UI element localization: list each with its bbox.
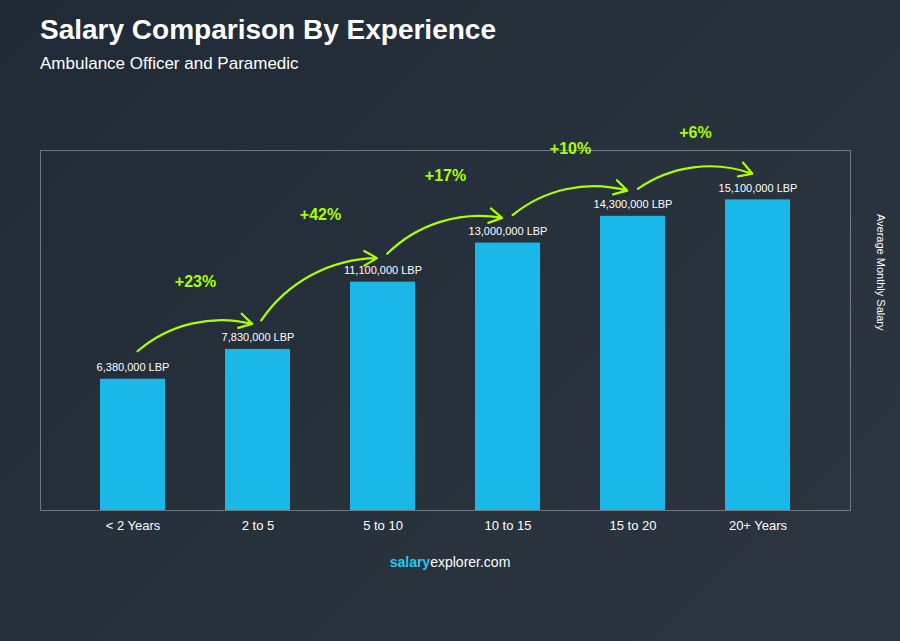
svg-text:2 to 5: 2 to 5 — [242, 518, 275, 533]
svg-text:+17%: +17% — [425, 167, 466, 184]
svg-text:15,100,000 LBP: 15,100,000 LBP — [719, 182, 798, 194]
svg-text:+10%: +10% — [550, 140, 591, 157]
svg-text:Average Monthly Salary: Average Monthly Salary — [875, 214, 887, 331]
svg-text:+42%: +42% — [300, 206, 341, 223]
html-text:Ambulance Officer and Paramedi: Ambulance Officer and Paramedic — [40, 54, 299, 73]
svg-text:+23%: +23% — [175, 273, 216, 290]
svg-text:5 to 10: 5 to 10 — [363, 518, 403, 533]
svg-text:7,830,000 LBP: 7,830,000 LBP — [222, 331, 295, 343]
svg-text:20+ Years: 20+ Years — [729, 518, 788, 533]
svg-text:< 2 Years: < 2 Years — [106, 518, 161, 533]
svg-text:14,300,000 LBP: 14,300,000 LBP — [594, 198, 673, 210]
svg-text:10 to 15: 10 to 15 — [485, 518, 532, 533]
svg-text:15 to 20: 15 to 20 — [610, 518, 657, 533]
svg-text:11,100,000 LBP: 11,100,000 LBP — [344, 264, 422, 276]
html-text:Salary Comparison By Experienc: Salary Comparison By Experience — [40, 14, 496, 45]
svg-text:6,380,000 LBP: 6,380,000 LBP — [97, 361, 170, 373]
svg-text:13,000,000 LBP: 13,000,000 LBP — [469, 225, 548, 237]
svg-text:+6%: +6% — [679, 124, 711, 141]
html-text:salary explorer.com: salary explorer.com — [389, 554, 511, 570]
